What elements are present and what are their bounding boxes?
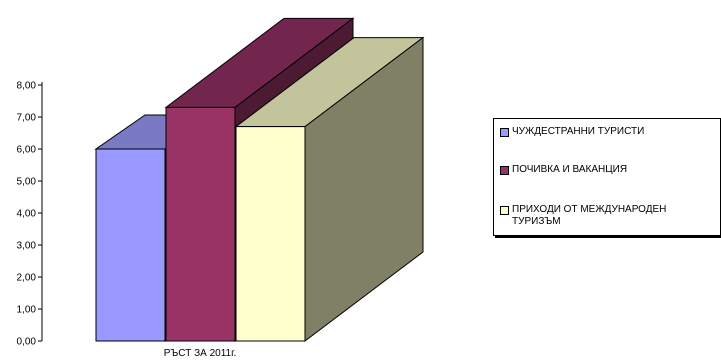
legend-item-holiday-vacation: ПОЧИВКА И ВАКАНЦИЯ [500,164,714,176]
bar-holiday-vacation-front [165,106,236,342]
y-tick-label: 8,00 [17,81,37,92]
bar-foreign-tourists-front [95,148,166,342]
legend-label-foreign-tourists: ЧУЖДЕСТРАННИ ТУРИСТИ [512,126,645,137]
bar-international-tourism-revenue-front [235,126,306,342]
legend-swatch-international-tourism-revenue [500,206,509,215]
legend-label-international-tourism-revenue: ПРИХОДИ ОТ МЕЖДУНАРОДЕН ТУРИЗЪМ [512,204,667,227]
y-tick-label: 0,00 [17,337,37,348]
legend-label-holiday-vacation: ПОЧИВКА И ВАКАНЦИЯ [512,164,628,175]
bars [94,17,425,343]
legend-item-international-tourism-revenue: ПРИХОДИ ОТ МЕЖДУНАРОДЕН ТУРИЗЪМ [500,204,714,228]
legend: ЧУЖДЕСТРАННИ ТУРИСТИ ПОЧИВКА И ВАКАНЦИЯ … [493,118,721,236]
y-tick-label: 3,00 [17,241,37,252]
y-tick-label: 5,00 [17,177,37,188]
legend-swatch-holiday-vacation [500,166,509,175]
bar-international-tourism-revenue [234,36,425,343]
y-axis-ticks: 0,00 1,00 2,00 3,00 4,00 5,00 6,00 7,00 8,00 [17,81,42,348]
y-tick-label: 4,00 [17,209,37,220]
y-tick-label: 7,00 [17,113,37,124]
y-tick-label: 6,00 [17,145,37,156]
category-label: РЪСТ ЗА 2011г. [164,348,237,359]
y-tick-label: 1,00 [17,305,37,316]
legend-item-foreign-tourists: ЧУЖДЕСТРАННИ ТУРИСТИ [500,126,714,138]
legend-swatch-foreign-tourists [500,128,509,137]
y-tick-label: 2,00 [17,273,37,284]
